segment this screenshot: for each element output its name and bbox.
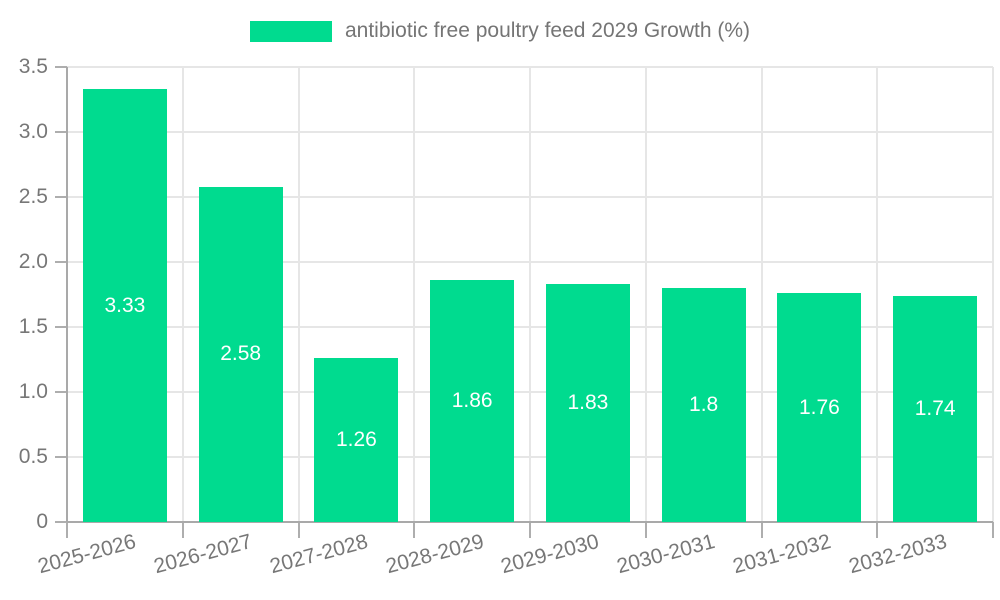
legend-swatch	[249, 20, 332, 42]
y-tick-label: 2.0	[18, 250, 48, 273]
bar	[893, 295, 978, 522]
bar	[777, 293, 862, 522]
bar	[545, 284, 630, 522]
x-tick	[297, 522, 300, 538]
y-tick	[55, 391, 67, 393]
x-category-label: 2025-2026	[35, 530, 139, 579]
gridline-vertical	[992, 67, 994, 522]
y-tick	[55, 131, 67, 133]
x-tick	[760, 522, 763, 538]
bar	[314, 358, 399, 522]
bar	[430, 280, 515, 522]
bar-value-label: 1.83	[567, 391, 609, 415]
y-tick	[55, 261, 67, 263]
legend: antibiotic free poultry feed 2029 Growth…	[0, 19, 1000, 43]
bar	[82, 89, 167, 522]
gridline-vertical	[760, 67, 763, 522]
gridline-vertical	[413, 67, 416, 522]
y-tick-label: 0.5	[18, 445, 48, 468]
legend-label: antibiotic free poultry feed 2029 Growth…	[344, 19, 751, 42]
bar-value-label: 2.58	[220, 342, 262, 366]
gridline-vertical	[644, 67, 647, 522]
gridline-vertical	[529, 67, 531, 522]
y-tick	[55, 326, 67, 328]
x-category-label: 2027-2028	[267, 530, 371, 579]
x-category-label: 2026-2027	[151, 530, 255, 579]
bar-value-label: 1.76	[798, 395, 840, 419]
x-tick	[181, 522, 184, 538]
bar-value-label: 3.33	[104, 293, 146, 317]
x-tick	[66, 522, 68, 538]
y-axis-line	[66, 67, 68, 522]
x-category-label: 2030-2031	[614, 530, 718, 579]
x-category-label: 2028-2029	[383, 530, 487, 579]
gridline-vertical	[181, 67, 184, 522]
bar-value-label: 1.8	[689, 393, 719, 416]
x-axis-line	[67, 521, 993, 523]
x-category-label: 2029-2030	[498, 530, 602, 579]
y-tick-label: 3.5	[18, 55, 48, 78]
y-tick-label: 0	[36, 510, 48, 533]
y-tick	[55, 66, 67, 68]
y-tick	[55, 456, 67, 458]
bar-value-label: 1.86	[451, 389, 493, 413]
bar-value-label: 1.26	[335, 428, 377, 452]
gridline-vertical	[297, 67, 300, 522]
x-category-label: 2032-2033	[846, 530, 950, 579]
x-tick	[413, 522, 416, 538]
bar-value-label: 1.74	[914, 396, 956, 420]
x-category-label: 2031-2032	[730, 530, 834, 579]
y-tick	[55, 521, 67, 523]
y-tick-label: 3.0	[18, 120, 48, 143]
y-tick-label: 1.0	[18, 380, 48, 403]
x-tick	[992, 522, 994, 538]
bar	[198, 186, 283, 522]
y-tick	[55, 196, 67, 198]
bar	[661, 288, 746, 522]
x-tick	[644, 522, 647, 538]
gridline-vertical	[876, 67, 879, 522]
x-tick	[876, 522, 879, 538]
y-tick-label: 1.5	[18, 315, 48, 338]
y-tick-label: 2.5	[18, 185, 48, 208]
x-tick	[529, 522, 531, 538]
